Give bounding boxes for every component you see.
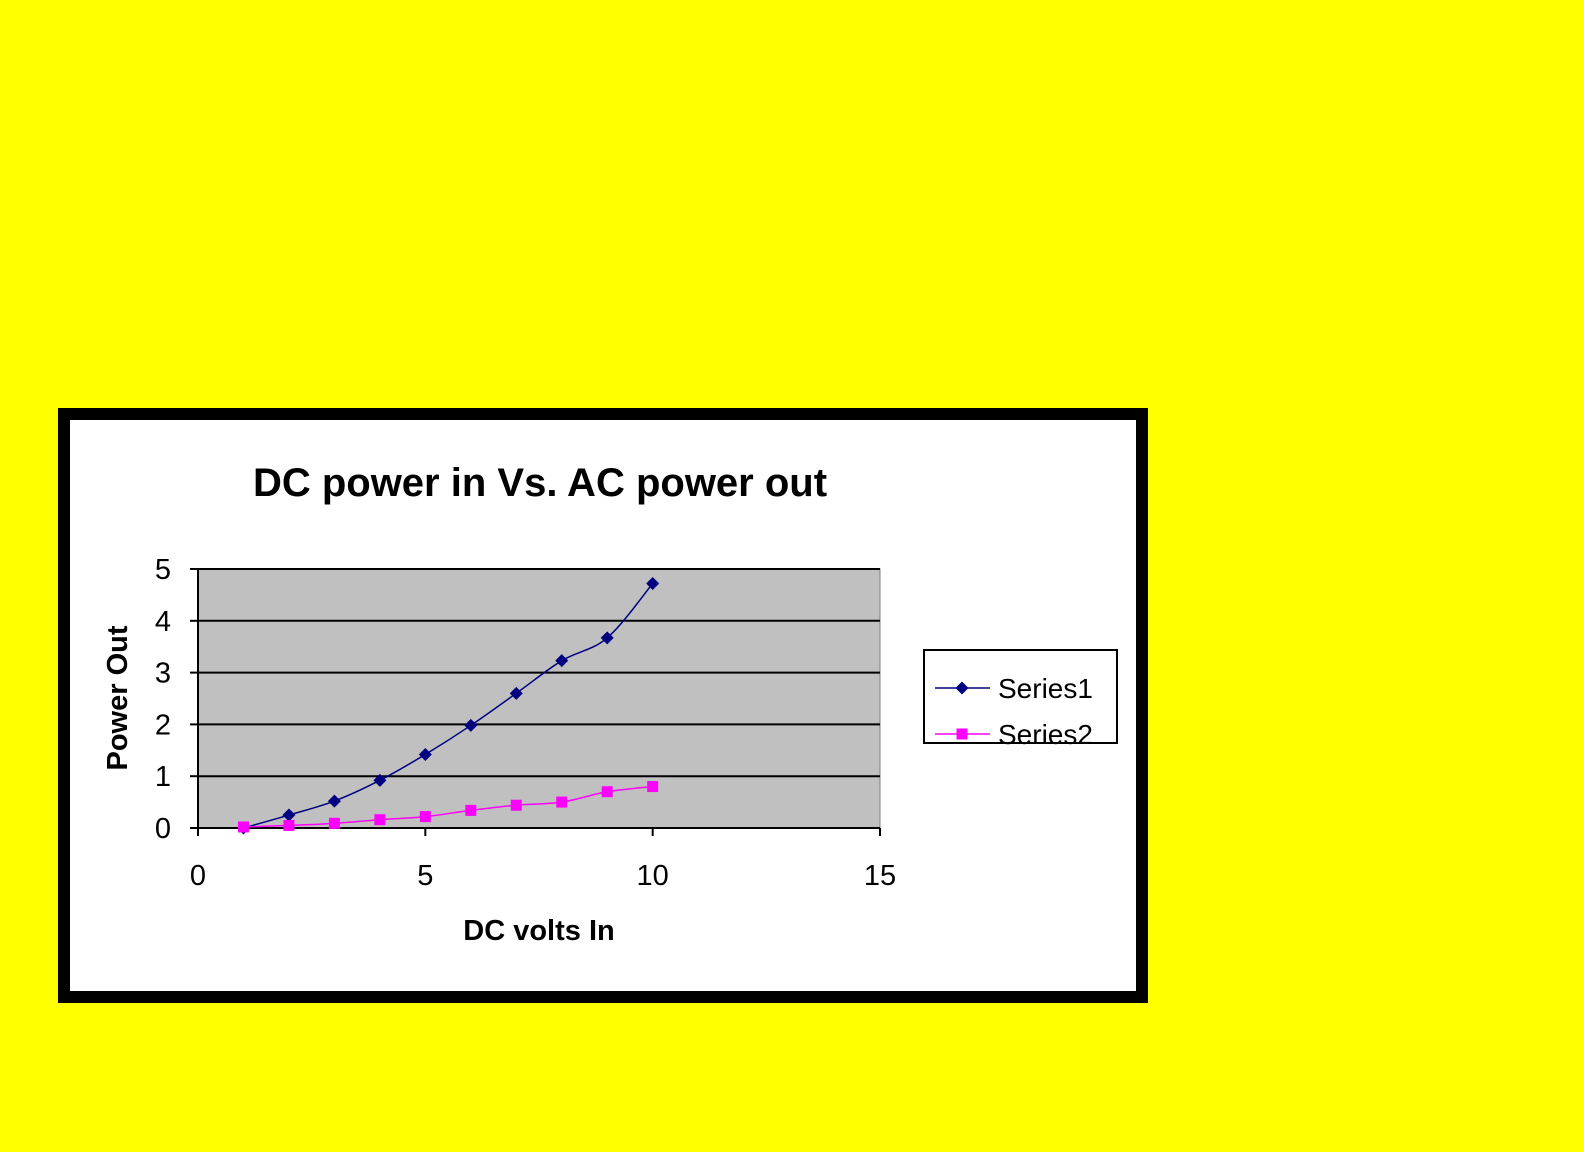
legend: Series1 Series2 — [923, 649, 1118, 750]
data-point — [509, 686, 523, 700]
data-point — [646, 577, 660, 591]
y-tick-label: 1 — [155, 761, 171, 793]
chart: DC power in Vs. AC power out 0 1 2 3 4 5 0 5 10 1… — [102, 461, 1118, 947]
x-tick-label: 5 — [417, 860, 433, 892]
legend-marker — [955, 681, 969, 695]
data-point — [373, 773, 387, 787]
data-point — [465, 804, 477, 816]
y-tick-label: 4 — [155, 606, 171, 638]
y-axis-title: Power Out — [102, 625, 134, 770]
data-point — [555, 654, 569, 668]
data-point — [374, 814, 386, 826]
data-point — [327, 794, 341, 808]
data-point — [556, 796, 568, 808]
data-point — [418, 747, 432, 761]
legend-marker — [956, 728, 968, 740]
data-point — [600, 631, 614, 645]
data-point — [282, 808, 296, 822]
y-tick-label: 5 — [155, 554, 171, 586]
x-tick-label: 0 — [190, 860, 206, 892]
x-tick-label: 15 — [864, 860, 896, 892]
legend-label: Series1 — [998, 673, 1093, 704]
data-point — [510, 799, 522, 811]
series-2 — [237, 781, 659, 833]
data-point — [283, 819, 295, 831]
y-tick-label: 2 — [155, 709, 171, 741]
series-line — [243, 785, 653, 828]
data-point — [464, 718, 478, 732]
y-tick-label: 3 — [155, 658, 171, 690]
legend-label: Series2 — [998, 719, 1093, 750]
grid-lines — [198, 568, 880, 778]
series-layer — [236, 577, 660, 835]
legend-box — [923, 649, 1118, 744]
chart-title: DC power in Vs. AC power out — [253, 461, 827, 505]
data-point — [647, 781, 659, 793]
data-point — [601, 786, 613, 798]
data-point — [419, 811, 431, 823]
x-axis-title: DC volts In — [463, 915, 614, 947]
data-point — [328, 817, 340, 829]
series-line — [243, 583, 654, 829]
y-tick-label: 0 — [155, 813, 171, 845]
data-point — [237, 821, 249, 833]
chart-frame: DC power in Vs. AC power out 0 1 2 3 4 5 0 5 10 1… — [58, 408, 1148, 1003]
axes: 0 1 2 3 4 5 0 5 10 15 — [155, 554, 896, 892]
plot-area — [197, 568, 881, 829]
x-tick-label: 10 — [637, 860, 669, 892]
